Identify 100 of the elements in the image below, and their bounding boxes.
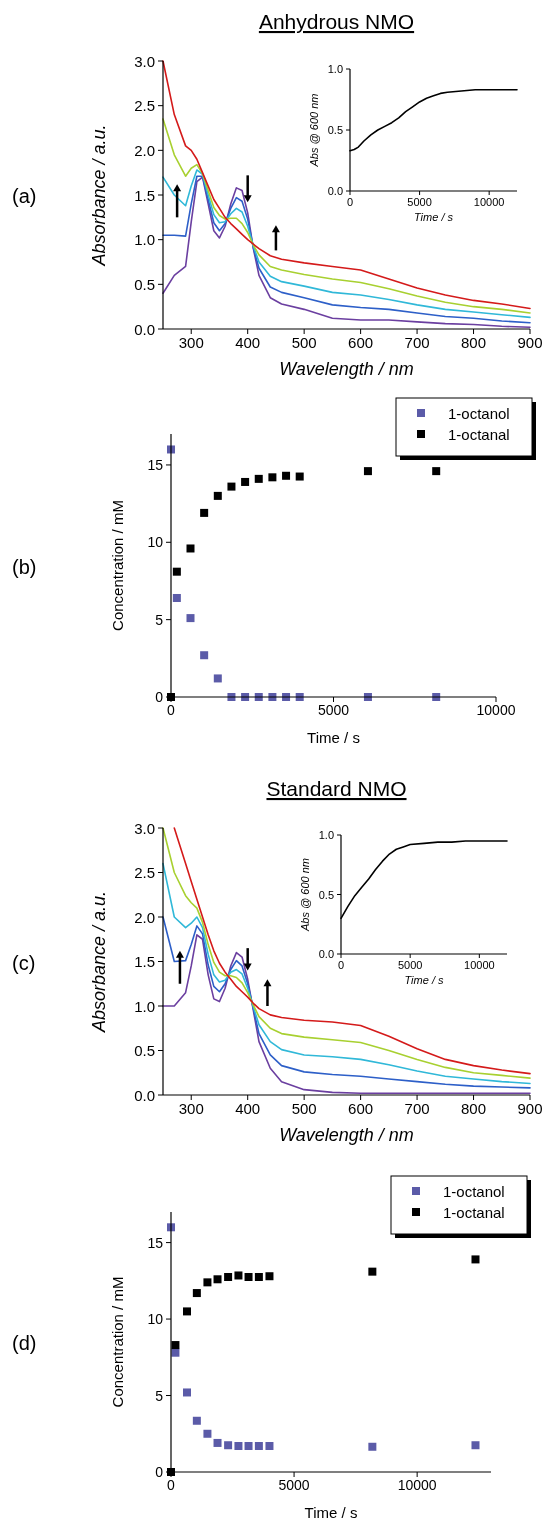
- y-tick-label: 3.0: [134, 819, 155, 837]
- y-tick-label: 1.5: [134, 953, 155, 970]
- point: [192, 1289, 201, 1298]
- x-tick-label: 400: [235, 334, 261, 352]
- point: [471, 1441, 480, 1450]
- y-tick-label: 1.5: [134, 186, 155, 204]
- y-tick-label: 3.0: [134, 52, 155, 70]
- y-tick-label: 1.0: [327, 63, 343, 75]
- x-axis-title: Time / s: [413, 211, 454, 223]
- chart-title: Standard NMO: [266, 777, 407, 800]
- y-tick-label: 2.5: [134, 97, 155, 115]
- x-tick-label: 5000: [397, 959, 423, 971]
- x-tick-label: 500: [291, 334, 317, 352]
- point: [368, 1442, 377, 1451]
- point: [282, 471, 291, 480]
- x-axis-title: Wavelength / nm: [279, 1125, 414, 1145]
- x-tick-label: 900: [517, 1100, 543, 1118]
- point: [268, 473, 277, 482]
- y-tick-label: 1.0: [134, 997, 155, 1015]
- x-tick-label: 800: [461, 1100, 487, 1118]
- x-tick-label: 700: [404, 334, 430, 352]
- x-tick-label: 10000: [397, 1477, 437, 1494]
- point: [200, 651, 209, 660]
- point: [172, 567, 181, 576]
- y-tick-label: 0.0: [134, 1086, 155, 1104]
- legend-label: 1-octanal: [448, 425, 510, 443]
- y-tick-label: 0.5: [318, 888, 334, 901]
- y-tick-label: 15: [147, 1234, 164, 1251]
- legend-label: 1-octanol: [443, 1182, 505, 1200]
- x-tick-label: 5000: [407, 196, 432, 208]
- y-tick-label: 0.5: [134, 275, 155, 293]
- y-tick-label: 2.5: [134, 864, 155, 881]
- y-tick-label: 0.5: [327, 124, 343, 136]
- point: [213, 1275, 222, 1284]
- x-axis-title: Time / s: [307, 729, 360, 746]
- y-tick-label: 0: [155, 689, 164, 705]
- chart-title: Anhydrous NMO: [258, 10, 415, 33]
- line-series: [162, 60, 531, 310]
- point: [265, 1272, 274, 1281]
- x-tick-label: 10000: [464, 959, 495, 971]
- y-axis-title: Abs @ 600 nm: [308, 93, 320, 168]
- point: [234, 1271, 243, 1280]
- text: (c): [12, 951, 36, 974]
- x-tick-label: 5000: [278, 1477, 310, 1494]
- point: [172, 593, 181, 602]
- point: [203, 1429, 212, 1438]
- y-axis-title: Abs @ 600 nm: [299, 858, 311, 932]
- point: [254, 1442, 263, 1450]
- point: [200, 508, 209, 517]
- y-tick-label: 1.0: [134, 231, 155, 249]
- y-tick-label: 5: [155, 611, 164, 628]
- x-tick-label: 500: [291, 1100, 317, 1118]
- y-axis-title: Absorbance / a.u.: [89, 890, 109, 1034]
- x-tick-label: 900: [517, 334, 543, 352]
- x-axis-title: Time / s: [404, 974, 445, 986]
- y-tick-label: 1.0: [318, 829, 334, 841]
- y-tick-label: 10: [147, 534, 164, 551]
- x-tick-label: 300: [178, 1100, 204, 1118]
- x-tick-label: 300: [178, 334, 204, 352]
- point: [471, 1255, 480, 1264]
- point: [254, 474, 263, 483]
- y-axis-title: Concentration / mM: [109, 500, 126, 631]
- point: [213, 674, 222, 683]
- point: [234, 1442, 243, 1450]
- point: [224, 1273, 233, 1281]
- point: [265, 1442, 274, 1450]
- y-tick-label: 0.0: [318, 948, 334, 960]
- point: [241, 477, 250, 486]
- y-axis-title: Absorbance / a.u.: [89, 124, 109, 267]
- point: [227, 482, 236, 491]
- text: (b): [12, 555, 37, 578]
- y-tick-label: 2.0: [134, 141, 155, 159]
- x-tick-label: 700: [404, 1100, 430, 1118]
- point: [213, 1438, 222, 1447]
- point: [244, 1442, 253, 1450]
- x-axis-title: Time / s: [304, 1504, 358, 1521]
- y-tick-label: 0.0: [327, 185, 343, 197]
- y-tick-label: 10: [147, 1311, 164, 1328]
- x-tick-label: 0: [346, 196, 354, 208]
- x-tick-label: 600: [348, 1100, 374, 1118]
- point: [186, 614, 195, 623]
- point: [213, 491, 222, 500]
- point: [254, 1273, 263, 1281]
- y-tick-label: 2.0: [134, 908, 155, 926]
- x-tick-label: 5000: [317, 702, 350, 719]
- x-tick-label: 800: [461, 334, 487, 352]
- x-tick-label: 400: [235, 1100, 261, 1118]
- point: [186, 544, 195, 553]
- y-tick-label: 0.5: [134, 1042, 155, 1059]
- x-tick-label: 600: [348, 334, 374, 352]
- point: [203, 1278, 212, 1287]
- point: [244, 1273, 253, 1281]
- y-axis-title: Concentration / mM: [109, 1276, 126, 1408]
- x-tick-label: 10000: [476, 702, 516, 719]
- y-tick-label: 0.0: [134, 320, 155, 338]
- point: [363, 467, 372, 476]
- text: (d): [12, 1332, 37, 1354]
- y-tick-label: 0: [155, 1464, 164, 1480]
- legend-label: 1-octanal: [443, 1203, 505, 1221]
- x-tick-label: 0: [167, 1477, 176, 1494]
